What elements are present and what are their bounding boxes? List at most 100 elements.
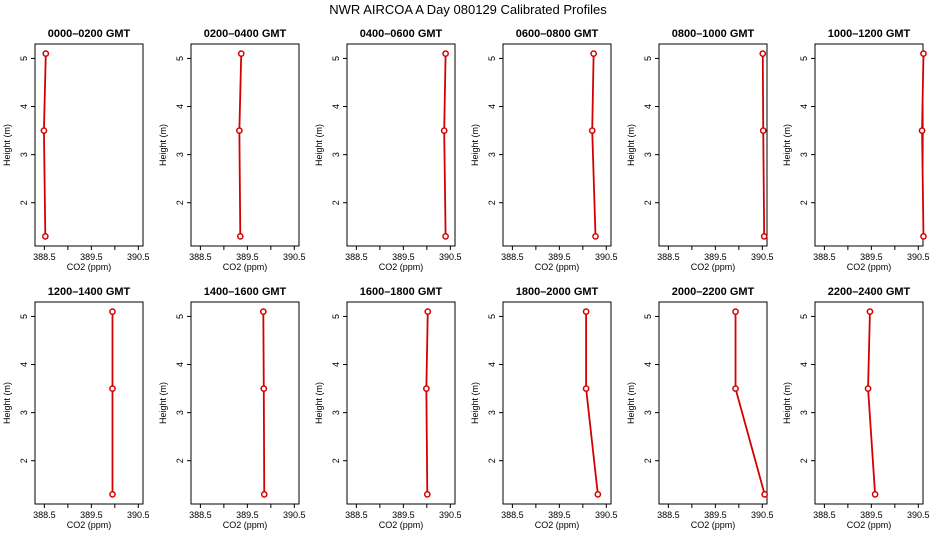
plot-frame [658,301,768,505]
data-point [109,491,116,498]
panel: 1600–1800 GMT 388.5 389.5 390.5 2 3 4 5 CO2 (ppm… [314,286,462,530]
x-axis-label: CO2 (ppm) [535,262,580,272]
data-point [42,50,50,57]
x-tick-label: 390.5 [595,252,618,262]
x-tick-label: 390.5 [127,510,150,520]
x-tick-label: 388.5 [501,252,524,262]
data-point [109,308,116,315]
x-tick-label: 388.5 [813,252,836,262]
x-axis-label: CO2 (ppm) [847,262,892,272]
x-tick-label: 389.5 [704,252,727,262]
x-tick-label: 388.5 [345,510,368,520]
y-tick-label: 2 [643,458,653,463]
x-axis-label: CO2 (ppm) [379,262,424,272]
x-tick-label: 389.5 [80,252,103,262]
data-point [866,308,874,315]
panel-title: 2200–2400 GMT [828,286,911,298]
y-tick-label: 4 [19,104,29,109]
y-tick-label: 3 [799,152,809,157]
data-point [920,50,927,57]
x-tick-label: 390.5 [283,252,306,262]
x-axis-label: CO2 (ppm) [223,520,268,530]
plot-frame [346,43,456,247]
figure-title: NWR AIRCOA A Day 080129 Calibrated Profi… [329,2,607,17]
panel: 0200–0400 GMT 388.5 389.5 390.5 2 3 4 5 CO2 (ppm… [158,28,306,272]
y-axis-label: Height (m) [470,382,480,424]
x-tick-label: 388.5 [657,510,680,520]
panel-title: 2000–2200 GMT [672,286,755,298]
x-tick-label: 390.5 [127,252,150,262]
panel-title: 0200–0400 GMT [204,28,287,40]
x-axis-label: CO2 (ppm) [67,520,112,530]
x-axis-label: CO2 (ppm) [535,520,580,530]
y-tick-label: 4 [643,362,653,367]
panel: 1200–1400 GMT 388.5 389.5 390.5 2 3 4 5 CO2 (ppm… [2,286,150,530]
profile-line [585,311,599,495]
x-tick-label: 390.5 [907,510,930,520]
y-axis-label: Height (m) [470,124,480,166]
y-tick-label: 2 [175,458,185,463]
profile-line [761,53,766,237]
y-tick-label: 3 [331,152,341,157]
y-tick-label: 3 [643,410,653,415]
y-axis-label: Height (m) [782,124,792,166]
data-point [588,127,596,134]
y-tick-label: 2 [799,200,809,205]
profile-line [262,311,266,495]
y-tick-label: 4 [331,104,341,109]
y-tick-label: 3 [487,152,497,157]
panel: 2200–2400 GMT 388.5 389.5 390.5 2 3 4 5 CO2 (ppm… [782,286,930,530]
y-tick-label: 2 [175,200,185,205]
x-tick-label: 390.5 [751,252,774,262]
x-tick-label: 389.5 [860,252,883,262]
x-tick-label: 389.5 [548,510,571,520]
x-tick-label: 388.5 [345,252,368,262]
x-axis-label: CO2 (ppm) [379,520,424,530]
x-tick-label: 388.5 [657,252,680,262]
panel: 1800–2000 GMT 388.5 389.5 390.5 2 3 4 5 CO2 (ppm… [470,286,618,530]
y-tick-label: 3 [487,410,497,415]
y-tick-label: 4 [331,362,341,367]
y-tick-label: 4 [643,104,653,109]
data-point [236,233,244,240]
y-tick-label: 3 [799,410,809,415]
x-axis-label: CO2 (ppm) [691,262,736,272]
data-point [109,385,116,392]
x-tick-label: 390.5 [439,510,462,520]
y-tick-label: 2 [799,458,809,463]
plot-frame [814,301,924,505]
x-tick-label: 388.5 [813,510,836,520]
y-tick-label: 2 [331,458,341,463]
panel-title: 1000–1200 GMT [828,28,911,40]
x-tick-label: 388.5 [33,252,56,262]
panel-title: 1400–1600 GMT [204,286,287,298]
y-tick-label: 4 [487,362,497,367]
y-tick-label: 5 [331,56,341,61]
x-axis-label: CO2 (ppm) [67,262,112,272]
y-tick-label: 4 [799,362,809,367]
profile-line [43,53,47,237]
x-tick-label: 389.5 [860,510,883,520]
data-point [41,233,49,240]
x-tick-label: 388.5 [189,252,212,262]
y-tick-label: 3 [175,410,185,415]
y-tick-label: 3 [331,410,341,415]
data-point [592,233,599,240]
y-tick-label: 4 [175,362,185,367]
x-tick-label: 390.5 [751,510,774,520]
y-tick-label: 2 [19,200,29,205]
panel-title: 0600–0800 GMT [516,28,599,40]
plot-frame [502,43,612,247]
data-point [759,127,767,134]
data-point [871,491,879,498]
x-tick-label: 389.5 [704,510,727,520]
y-tick-label: 3 [643,152,653,157]
y-tick-label: 2 [487,200,497,205]
y-tick-label: 5 [643,56,653,61]
plot-frame [34,301,144,505]
data-point [761,491,769,498]
data-point [236,127,243,134]
y-tick-label: 5 [799,314,809,319]
plot-frame [190,43,300,247]
plot-frame [190,301,300,505]
